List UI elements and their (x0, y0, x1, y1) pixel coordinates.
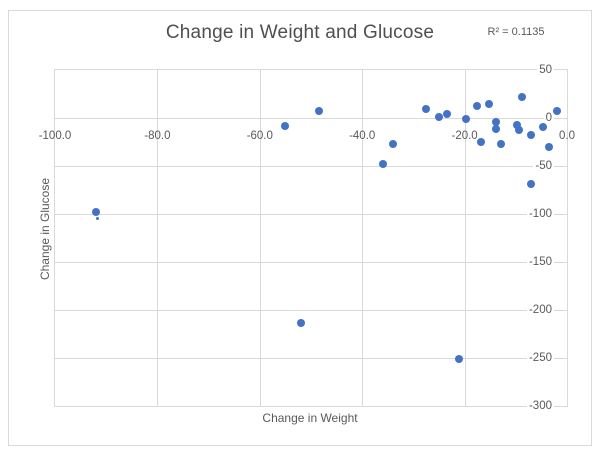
horizontal-gridline (55, 214, 567, 215)
x-tick-label: -60.0 (246, 130, 273, 142)
x-tick-label: -40.0 (349, 130, 376, 142)
data-point[interactable] (435, 112, 443, 121)
x-tick-label: -100.0 (38, 130, 72, 142)
horizontal-gridline (55, 262, 567, 263)
vertical-gridline (464, 70, 466, 406)
vertical-gridline (157, 70, 159, 406)
y-tick-label: -300 (526, 399, 554, 413)
y-tick-label: -50 (533, 159, 554, 173)
y-tick-label: -100 (526, 207, 554, 221)
y-tick-label: -250 (526, 351, 554, 365)
data-point[interactable] (473, 101, 482, 110)
x-axis-title: Change in Weight (262, 411, 358, 425)
vertical-gridline (259, 70, 261, 406)
data-point[interactable] (526, 131, 535, 140)
data-point[interactable] (462, 114, 471, 123)
x-tick-label: -20.0 (451, 130, 478, 142)
horizontal-gridline (55, 358, 567, 359)
data-point[interactable] (378, 160, 387, 169)
horizontal-gridline (55, 166, 567, 167)
data-point[interactable] (476, 138, 485, 146)
horizontal-gridline (55, 310, 567, 311)
data-point[interactable] (388, 139, 397, 148)
data-point[interactable] (281, 121, 290, 130)
y-tick-label: 0 (543, 111, 554, 125)
data-point[interactable] (485, 99, 494, 108)
x-tick-label: -80.0 (144, 130, 171, 142)
data-point[interactable] (497, 139, 506, 148)
data-point[interactable] (512, 120, 521, 129)
vertical-gridline (362, 70, 364, 406)
data-point[interactable] (538, 122, 547, 131)
plot-area[interactable]: -100.0 -80.0 -60.0 -40.0 -20.0 0.0 50 0 -50 -100 -… (39, 63, 575, 413)
horizontal-gridline (55, 118, 567, 119)
y-axis-title: Change in Glucose (38, 177, 52, 281)
y-tick-label: 50 (537, 63, 554, 77)
data-point[interactable] (552, 107, 561, 116)
data-point[interactable] (95, 217, 99, 221)
chart-title[interactable]: Change in Weight and Glucose (165, 22, 435, 43)
data-point[interactable] (296, 319, 305, 328)
r-squared-label[interactable]: R² = 0.1135 (487, 26, 545, 38)
data-point[interactable] (442, 110, 451, 119)
data-point[interactable] (514, 126, 523, 134)
data-point[interactable] (455, 354, 464, 363)
data-point[interactable] (545, 143, 554, 152)
y-tick-label: -150 (526, 255, 554, 269)
chart-frame[interactable] (8, 10, 592, 446)
data-point[interactable] (91, 208, 100, 217)
x-tick-label: 0.0 (559, 130, 575, 142)
data-point[interactable] (491, 124, 500, 133)
data-point[interactable] (422, 105, 431, 114)
y-tick-label: -200 (526, 303, 554, 317)
data-point[interactable] (491, 117, 500, 126)
data-point[interactable] (314, 107, 323, 116)
data-point[interactable] (527, 180, 536, 189)
data-point[interactable] (517, 92, 526, 101)
